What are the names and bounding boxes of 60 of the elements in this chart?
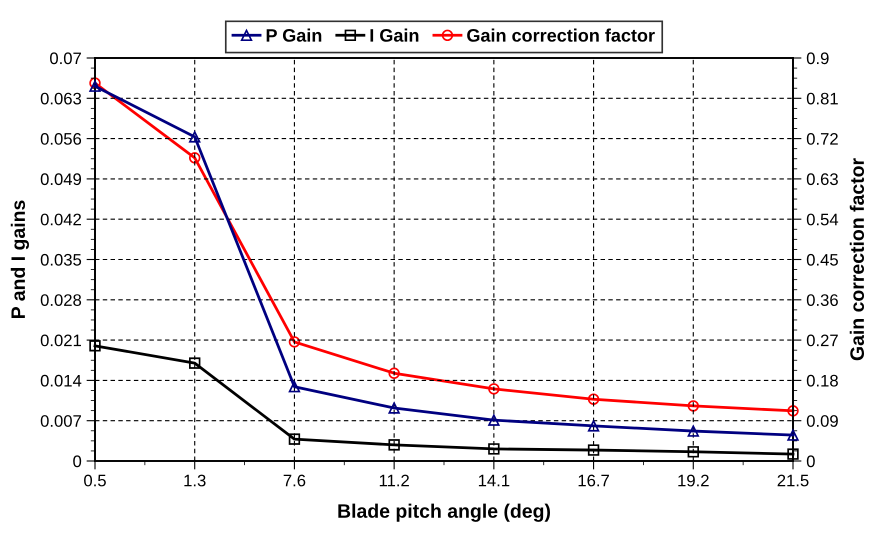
y-tick-label: 0.028 (40, 294, 82, 306)
point (89, 340, 101, 352)
point (288, 336, 300, 348)
y2-tick-label: 0.54 (806, 214, 838, 226)
y-tick-label: 0.007 (40, 415, 81, 427)
y2-tick-label: 0.81 (806, 92, 838, 105)
legend-label: I Gain (370, 28, 418, 42)
point (787, 448, 799, 460)
legend-label: P Gain (266, 28, 322, 42)
y2-tick-label: 0.72 (806, 133, 838, 145)
y2-axis-title: Gain correction factor (850, 158, 864, 360)
point (189, 131, 200, 143)
y2-tick-label: 0 (806, 455, 815, 468)
point (388, 402, 400, 414)
x-tick-label: 14.1 (478, 474, 510, 486)
point (488, 383, 500, 395)
y-tick-label: 0.035 (40, 254, 82, 266)
x-tick-label: 0.5 (84, 474, 106, 486)
x-tick-label: 11.2 (380, 474, 409, 486)
y-tick-label: 0.042 (40, 214, 81, 226)
point (688, 425, 699, 437)
y-tick-label: 0.056 (40, 133, 82, 145)
y-tick-label: 0.014 (40, 374, 82, 387)
point (189, 357, 200, 369)
point (189, 152, 200, 164)
x-tick-label: 7.6 (284, 474, 306, 486)
y2-tick-label: 0.36 (806, 294, 838, 306)
legend-label: Gain correction factor (467, 28, 655, 42)
point (388, 439, 400, 451)
x-tick-label: 21.5 (778, 474, 809, 486)
y2-tick-label: 0.18 (806, 374, 838, 387)
point (89, 77, 101, 89)
point (787, 429, 799, 441)
y-tick-label: 0.063 (40, 92, 82, 105)
x-tick-label: 19.2 (678, 474, 709, 486)
y2-tick-label: 0.27 (806, 334, 838, 346)
point (787, 405, 799, 417)
y-tick-label: 0.07 (50, 52, 81, 64)
point (288, 433, 300, 445)
y2-tick-label: 0.45 (806, 254, 838, 266)
x-tick-label: 16.7 (578, 474, 609, 486)
y2-tick-label: 0.63 (806, 173, 838, 186)
point (688, 446, 699, 458)
point (89, 80, 101, 92)
y-tick-label: 0 (73, 455, 82, 468)
y2-tick-label: 0.9 (806, 52, 829, 64)
point (488, 414, 500, 426)
y2-tick-label: 0.09 (806, 415, 838, 427)
point (488, 443, 500, 455)
point (588, 394, 600, 405)
y-tick-label: 0.049 (40, 173, 82, 186)
y-axis-title: P and I gains (10, 200, 29, 318)
x-axis-title: Blade pitch angle (deg) (338, 504, 550, 522)
y-tick-label: 0.021 (40, 334, 81, 346)
point (388, 368, 400, 379)
point (588, 420, 600, 432)
point (588, 444, 600, 456)
point (688, 400, 699, 412)
point (288, 381, 300, 392)
x-tick-label: 1.3 (184, 474, 206, 486)
